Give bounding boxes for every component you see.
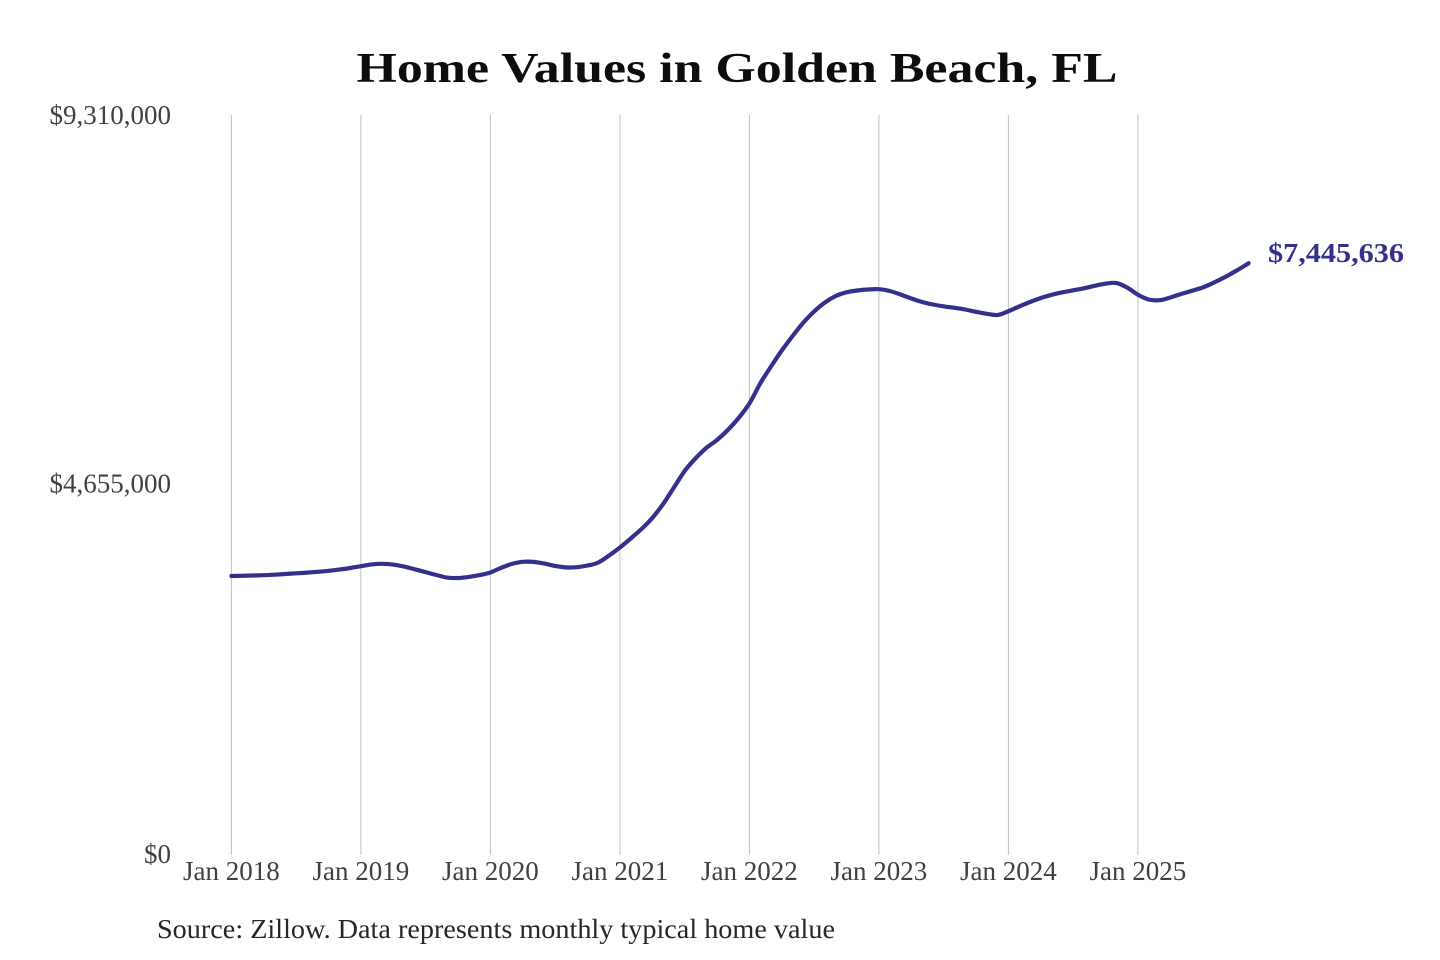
svg-text:Jan 2022: Jan 2022 (701, 856, 798, 886)
svg-text:Source: Zillow. Data represent: Source: Zillow. Data represents monthly … (157, 914, 835, 944)
svg-text:Jan 2018: Jan 2018 (183, 856, 280, 886)
svg-text:Jan 2025: Jan 2025 (1090, 856, 1187, 886)
svg-text:$9,310,000: $9,310,000 (50, 100, 172, 130)
svg-text:Jan 2024: Jan 2024 (960, 856, 1057, 886)
svg-text:Home Values in Golden Beach, F: Home Values in Golden Beach, FL (357, 46, 1118, 92)
svg-text:$0: $0 (144, 839, 171, 869)
svg-text:$4,655,000: $4,655,000 (50, 469, 172, 499)
svg-text:$7,445,636: $7,445,636 (1268, 238, 1404, 268)
svg-text:Jan 2023: Jan 2023 (831, 856, 928, 886)
svg-text:Jan 2020: Jan 2020 (442, 856, 539, 886)
svg-text:Jan 2021: Jan 2021 (572, 856, 669, 886)
svg-text:Jan 2019: Jan 2019 (313, 856, 410, 886)
